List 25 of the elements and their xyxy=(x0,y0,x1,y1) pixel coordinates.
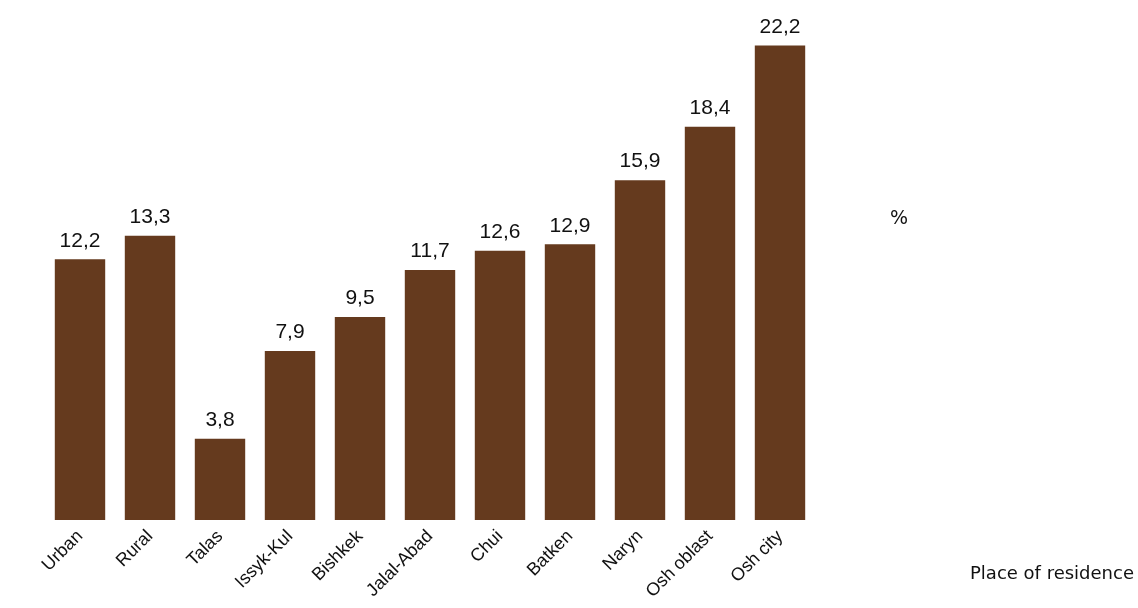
bar xyxy=(264,351,316,520)
bar xyxy=(614,180,666,520)
data-label: 11,7 xyxy=(410,238,450,262)
data-label: 22,2 xyxy=(759,13,801,37)
data-label: 12,9 xyxy=(549,212,591,236)
text: Place of residence xyxy=(970,562,1134,583)
data-label: 3,8 xyxy=(205,406,235,430)
data-label: 9,5 xyxy=(345,285,375,309)
text: % xyxy=(890,206,909,228)
data-label: 13,3 xyxy=(129,204,171,228)
data-label: 12,6 xyxy=(479,218,521,242)
bar xyxy=(404,269,456,520)
bar xyxy=(684,126,736,520)
bar xyxy=(754,45,806,520)
data-label: 15,9 xyxy=(619,148,661,172)
bar xyxy=(124,235,176,520)
bar xyxy=(334,316,386,520)
bar xyxy=(474,250,526,520)
data-label: 7,9 xyxy=(275,319,305,343)
data-label: 18,4 xyxy=(689,95,731,119)
bar xyxy=(544,244,596,520)
bar xyxy=(194,438,246,520)
x-tick-label: Osh city xyxy=(726,525,787,586)
data-label: 12,2 xyxy=(59,227,101,251)
bar xyxy=(54,259,106,520)
